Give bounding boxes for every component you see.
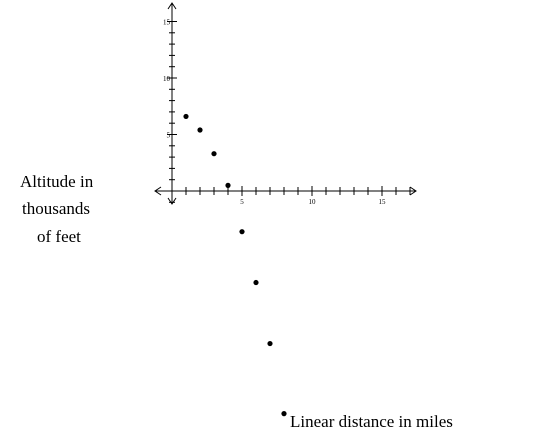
data-point — [281, 411, 287, 417]
x-tick-label: 5 — [240, 198, 244, 206]
data-point — [183, 113, 189, 120]
data-point — [239, 229, 245, 235]
x-axis-label: Linear distance in miles — [290, 412, 453, 431]
data-point — [253, 279, 259, 286]
y-axis-arrow-down — [167, 197, 177, 205]
y-axis-label-line-1: Altitude in — [20, 172, 94, 191]
y-axis-label-line-2: thousands — [22, 199, 90, 218]
y-axis-arrow-up — [167, 2, 177, 10]
tick-labels: 5 10 15 5 10 15 — [163, 19, 386, 207]
data-point — [225, 182, 231, 188]
x-tick-label: 10 — [309, 198, 317, 206]
y-axis-label-line-3: of feet — [37, 227, 81, 246]
x-axis-arrow-right — [409, 186, 417, 196]
axis-ticks — [167, 21, 411, 203]
data-point — [197, 127, 203, 133]
axes — [154, 2, 417, 205]
x-axis-arrow-left — [154, 186, 162, 196]
y-tick-label: 5 — [167, 132, 171, 140]
data-point — [211, 151, 217, 157]
data-points — [183, 113, 287, 417]
y-tick-label: 10 — [163, 75, 171, 83]
x-tick-label: 15 — [379, 198, 387, 206]
y-tick-label: 15 — [163, 19, 171, 27]
data-point — [267, 340, 273, 347]
